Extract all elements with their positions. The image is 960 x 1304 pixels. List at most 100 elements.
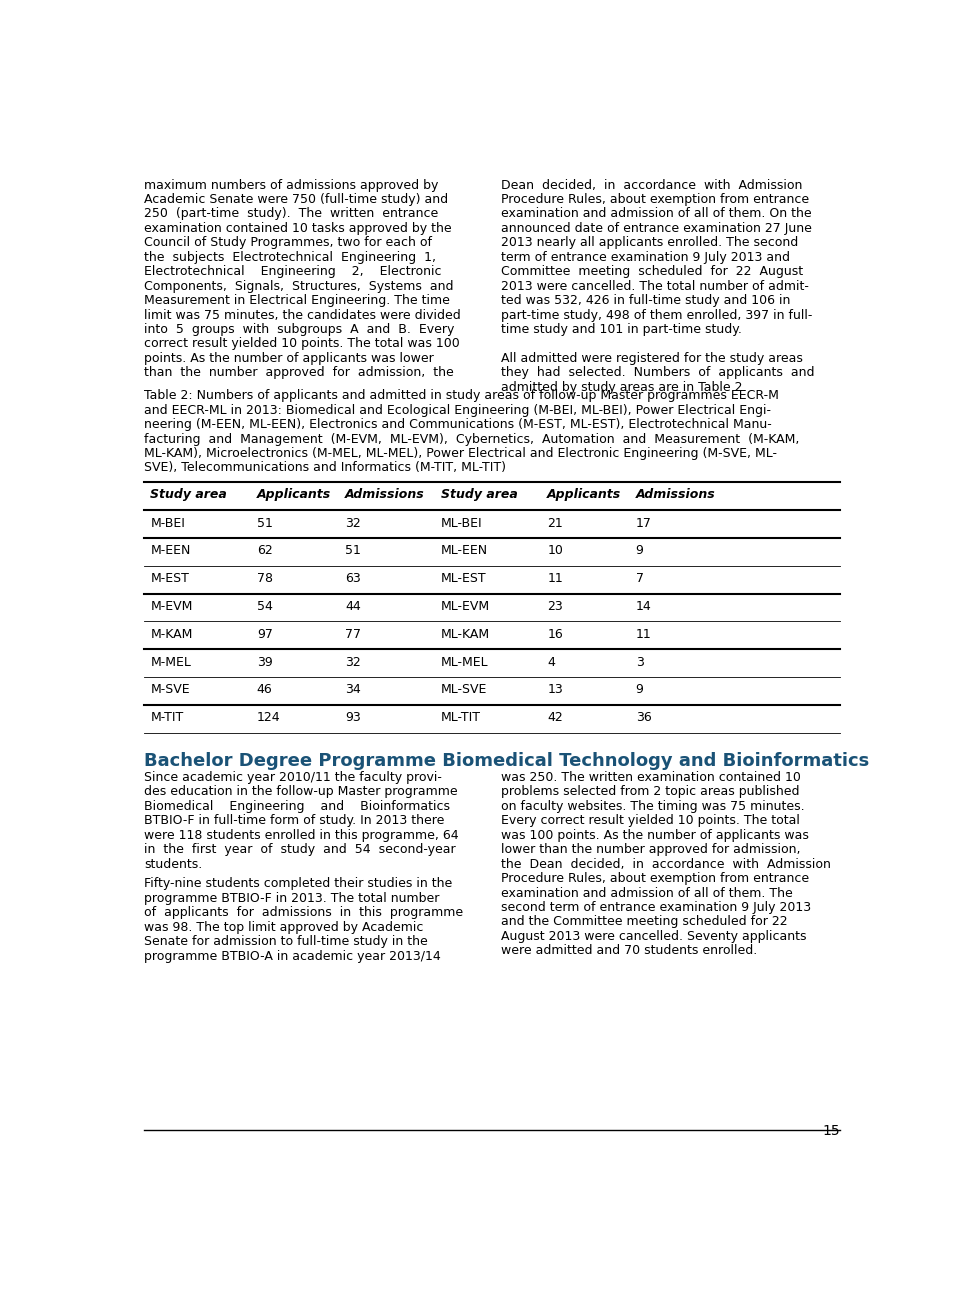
Text: 63: 63 (346, 572, 361, 585)
Text: 36: 36 (636, 711, 652, 724)
Text: Study area: Study area (441, 488, 517, 501)
Text: Committee  meeting  scheduled  for  22  August: Committee meeting scheduled for 22 Augus… (501, 265, 804, 278)
Text: ML-TIT: ML-TIT (441, 711, 481, 724)
Text: 250  (part-time  study).  The  written  entrance: 250 (part-time study). The written entra… (144, 207, 438, 220)
Text: programme BTBIO-F in 2013. The total number: programme BTBIO-F in 2013. The total num… (144, 892, 439, 905)
Text: 32: 32 (346, 516, 361, 529)
Text: 93: 93 (346, 711, 361, 724)
Text: Every correct result yielded 10 points. The total: Every correct result yielded 10 points. … (501, 815, 801, 827)
Text: ML-BEI: ML-BEI (441, 516, 482, 529)
Text: 32: 32 (346, 656, 361, 669)
Text: M-KAM: M-KAM (151, 627, 193, 640)
Text: 4: 4 (547, 656, 555, 669)
Text: Applicants: Applicants (547, 488, 621, 501)
Text: time study and 101 in part-time study.: time study and 101 in part-time study. (501, 323, 742, 336)
Text: facturing  and  Management  (M-EVM,  ML-EVM),  Cybernetics,  Automation  and  Me: facturing and Management (M-EVM, ML-EVM)… (144, 433, 799, 446)
Text: 2013 nearly all applicants enrolled. The second: 2013 nearly all applicants enrolled. The… (501, 236, 799, 249)
Text: 9: 9 (636, 683, 643, 696)
Text: lower than the number approved for admission,: lower than the number approved for admis… (501, 844, 801, 857)
Text: they  had  selected.  Numbers  of  applicants  and: they had selected. Numbers of applicants… (501, 366, 815, 379)
Text: was 250. The written examination contained 10: was 250. The written examination contain… (501, 771, 802, 784)
Text: second term of entrance examination 9 July 2013: second term of entrance examination 9 Ju… (501, 901, 811, 914)
Text: 34: 34 (346, 683, 361, 696)
Text: students.: students. (144, 858, 202, 871)
Text: 124: 124 (257, 711, 280, 724)
Text: the  Dean  decided,  in  accordance  with  Admission: the Dean decided, in accordance with Adm… (501, 858, 831, 871)
Text: Biomedical    Engineering    and    Bioinformatics: Biomedical Engineering and Bioinformatic… (144, 799, 450, 812)
Text: was 98. The top limit approved by Academic: was 98. The top limit approved by Academ… (144, 921, 423, 934)
Text: M-TIT: M-TIT (151, 711, 183, 724)
Text: ML-KAM: ML-KAM (441, 627, 490, 640)
Text: BTBIO-F in full-time form of study. In 2013 there: BTBIO-F in full-time form of study. In 2… (144, 815, 444, 827)
Text: term of entrance examination 9 July 2013 and: term of entrance examination 9 July 2013… (501, 250, 790, 263)
Text: than  the  number  approved  for  admission,  the: than the number approved for admission, … (144, 366, 453, 379)
Text: M-EVM: M-EVM (151, 600, 193, 613)
Text: 11: 11 (547, 572, 563, 585)
Text: Bachelor Degree Programme Biomedical Technology and Bioinformatics: Bachelor Degree Programme Biomedical Tec… (144, 752, 869, 769)
Text: 42: 42 (547, 711, 563, 724)
Text: Procedure Rules, about exemption from entrance: Procedure Rules, about exemption from en… (501, 872, 809, 885)
Text: admitted by study areas are in Table 2.: admitted by study areas are in Table 2. (501, 381, 747, 394)
Text: 7: 7 (636, 572, 643, 585)
Text: Study area: Study area (151, 488, 227, 501)
Text: M-EEN: M-EEN (151, 544, 191, 557)
Text: 78: 78 (257, 572, 273, 585)
Text: 2013 were cancelled. The total number of admit-: 2013 were cancelled. The total number of… (501, 279, 809, 292)
Text: 15: 15 (823, 1124, 840, 1138)
Text: 11: 11 (636, 627, 652, 640)
Text: into  5  groups  with  subgroups  A  and  B.  Every: into 5 groups with subgroups A and B. Ev… (144, 323, 454, 336)
Text: All admitted were registered for the study areas: All admitted were registered for the stu… (501, 352, 804, 365)
Text: Measurement in Electrical Engineering. The time: Measurement in Electrical Engineering. T… (144, 295, 449, 306)
Text: Dean  decided,  in  accordance  with  Admission: Dean decided, in accordance with Admissi… (501, 179, 803, 192)
Text: examination and admission of all of them. On the: examination and admission of all of them… (501, 207, 812, 220)
Text: August 2013 were cancelled. Seventy applicants: August 2013 were cancelled. Seventy appl… (501, 930, 806, 943)
Text: ML-SVE: ML-SVE (441, 683, 487, 696)
Text: Procedure Rules, about exemption from entrance: Procedure Rules, about exemption from en… (501, 193, 809, 206)
Text: examination contained 10 tasks approved by the: examination contained 10 tasks approved … (144, 222, 451, 235)
Text: 51: 51 (346, 544, 361, 557)
Text: ted was 532, 426 in full-time study and 106 in: ted was 532, 426 in full-time study and … (501, 295, 791, 306)
Text: M-SVE: M-SVE (151, 683, 190, 696)
Text: were 118 students enrolled in this programme, 64: were 118 students enrolled in this progr… (144, 829, 459, 842)
Text: M-BEI: M-BEI (151, 516, 185, 529)
Text: 17: 17 (636, 516, 652, 529)
Text: des education in the follow-up Master programme: des education in the follow-up Master pr… (144, 785, 457, 798)
Text: problems selected from 2 topic areas published: problems selected from 2 topic areas pub… (501, 785, 800, 798)
Text: 16: 16 (547, 627, 563, 640)
Text: 44: 44 (346, 600, 361, 613)
Text: programme BTBIO-A in academic year 2013/14: programme BTBIO-A in academic year 2013/… (144, 949, 441, 962)
Text: Components,  Signals,  Structures,  Systems  and: Components, Signals, Structures, Systems… (144, 279, 453, 292)
Text: ML-MEL: ML-MEL (441, 656, 489, 669)
Text: M-EST: M-EST (151, 572, 189, 585)
Text: Council of Study Programmes, two for each of: Council of Study Programmes, two for eac… (144, 236, 432, 249)
Text: ML-KAM), Microelectronics (M-MEL, ML-MEL), Power Electrical and Electronic Engin: ML-KAM), Microelectronics (M-MEL, ML-MEL… (144, 447, 777, 460)
Text: 21: 21 (547, 516, 563, 529)
Text: Electrotechnical    Engineering    2,    Electronic: Electrotechnical Engineering 2, Electron… (144, 265, 442, 278)
Text: 62: 62 (257, 544, 273, 557)
Text: 3: 3 (636, 656, 643, 669)
Text: Admissions: Admissions (636, 488, 715, 501)
Text: 97: 97 (257, 627, 273, 640)
Text: 9: 9 (636, 544, 643, 557)
Text: 14: 14 (636, 600, 652, 613)
Text: Table 2: Numbers of applicants and admitted in study areas of follow-up Master p: Table 2: Numbers of applicants and admit… (144, 390, 779, 402)
Text: examination and admission of all of them. The: examination and admission of all of them… (501, 887, 793, 900)
Text: was 100 points. As the number of applicants was: was 100 points. As the number of applica… (501, 829, 809, 842)
Text: ML-EST: ML-EST (441, 572, 487, 585)
Text: ML-EEN: ML-EEN (441, 544, 488, 557)
Text: part-time study, 498 of them enrolled, 397 in full-: part-time study, 498 of them enrolled, 3… (501, 309, 813, 322)
Text: Senate for admission to full-time study in the: Senate for admission to full-time study … (144, 935, 427, 948)
Text: 77: 77 (346, 627, 361, 640)
Text: Fifty-nine students completed their studies in the: Fifty-nine students completed their stud… (144, 878, 452, 891)
Text: ML-EVM: ML-EVM (441, 600, 490, 613)
Text: Academic Senate were 750 (full-time study) and: Academic Senate were 750 (full-time stud… (144, 193, 448, 206)
Text: maximum numbers of admissions approved by: maximum numbers of admissions approved b… (144, 179, 438, 192)
Text: Since academic year 2010/11 the faculty provi-: Since academic year 2010/11 the faculty … (144, 771, 442, 784)
Text: in  the  first  year  of  study  and  54  second-year: in the first year of study and 54 second… (144, 844, 455, 857)
Text: 54: 54 (257, 600, 273, 613)
Text: on faculty websites. The timing was 75 minutes.: on faculty websites. The timing was 75 m… (501, 799, 804, 812)
Text: SVE), Telecommunications and Informatics (M-TIT, ML-TIT): SVE), Telecommunications and Informatics… (144, 462, 506, 475)
Text: of  applicants  for  admissions  in  this  programme: of applicants for admissions in this pro… (144, 906, 463, 919)
Text: 46: 46 (257, 683, 273, 696)
Text: limit was 75 minutes, the candidates were divided: limit was 75 minutes, the candidates wer… (144, 309, 461, 322)
